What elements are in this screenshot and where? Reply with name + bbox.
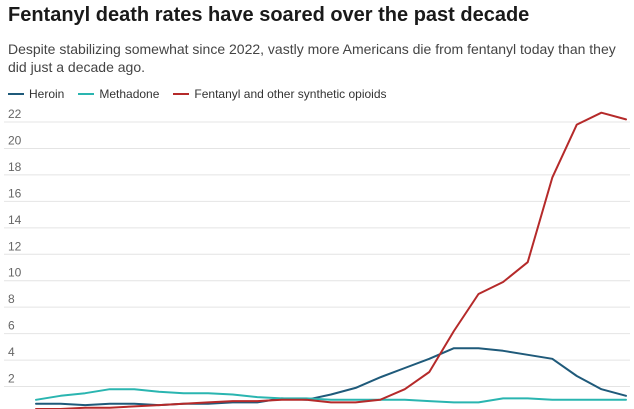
series-fentanyl [35, 111, 627, 409]
series-methadone [35, 388, 627, 404]
y-tick-label: 22 [8, 107, 22, 121]
chart-subtitle: Despite stabilizing somewhat since 2022,… [8, 41, 616, 75]
y-tick-label: 12 [8, 239, 22, 253]
chart-title: Fentanyl death rates have soared over th… [8, 4, 530, 26]
legend-item-methadone[interactable]: Methadone [78, 87, 159, 101]
legend-swatch-fentanyl [173, 93, 190, 95]
series-heroin [35, 347, 627, 407]
y-gridlines: 2 4 6 8 10 12 14 16 18 20 22 [4, 107, 630, 388]
y-tick-label: 16 [8, 186, 22, 200]
legend-label-fentanyl: Fentanyl and other synthetic opioids [194, 87, 387, 101]
y-tick-label: 14 [8, 213, 22, 227]
y-tick-label: 2 [8, 372, 15, 386]
y-tick-label: 4 [8, 345, 15, 359]
series-line-heroin[interactable] [35, 347, 627, 407]
legend-label-heroin: Heroin [29, 87, 65, 101]
legend-item-heroin[interactable]: Heroin [8, 87, 64, 101]
y-tick-label: 20 [8, 133, 22, 147]
y-tick-label: 8 [8, 292, 15, 306]
legend-label-methadone: Methadone [99, 87, 160, 101]
chart-legend: Heroin Methadone Fentanyl and other synt… [8, 87, 401, 101]
y-tick-label: 10 [8, 266, 22, 280]
legend-item-fentanyl[interactable]: Fentanyl and other synthetic opioids [173, 87, 387, 101]
series-line-fentanyl[interactable] [35, 111, 627, 409]
series-line-methadone[interactable] [35, 388, 627, 404]
legend-swatch-methadone [78, 93, 95, 95]
y-tick-label: 6 [8, 319, 15, 333]
legend-swatch-heroin [8, 93, 24, 95]
y-tick-label: 18 [8, 160, 22, 174]
